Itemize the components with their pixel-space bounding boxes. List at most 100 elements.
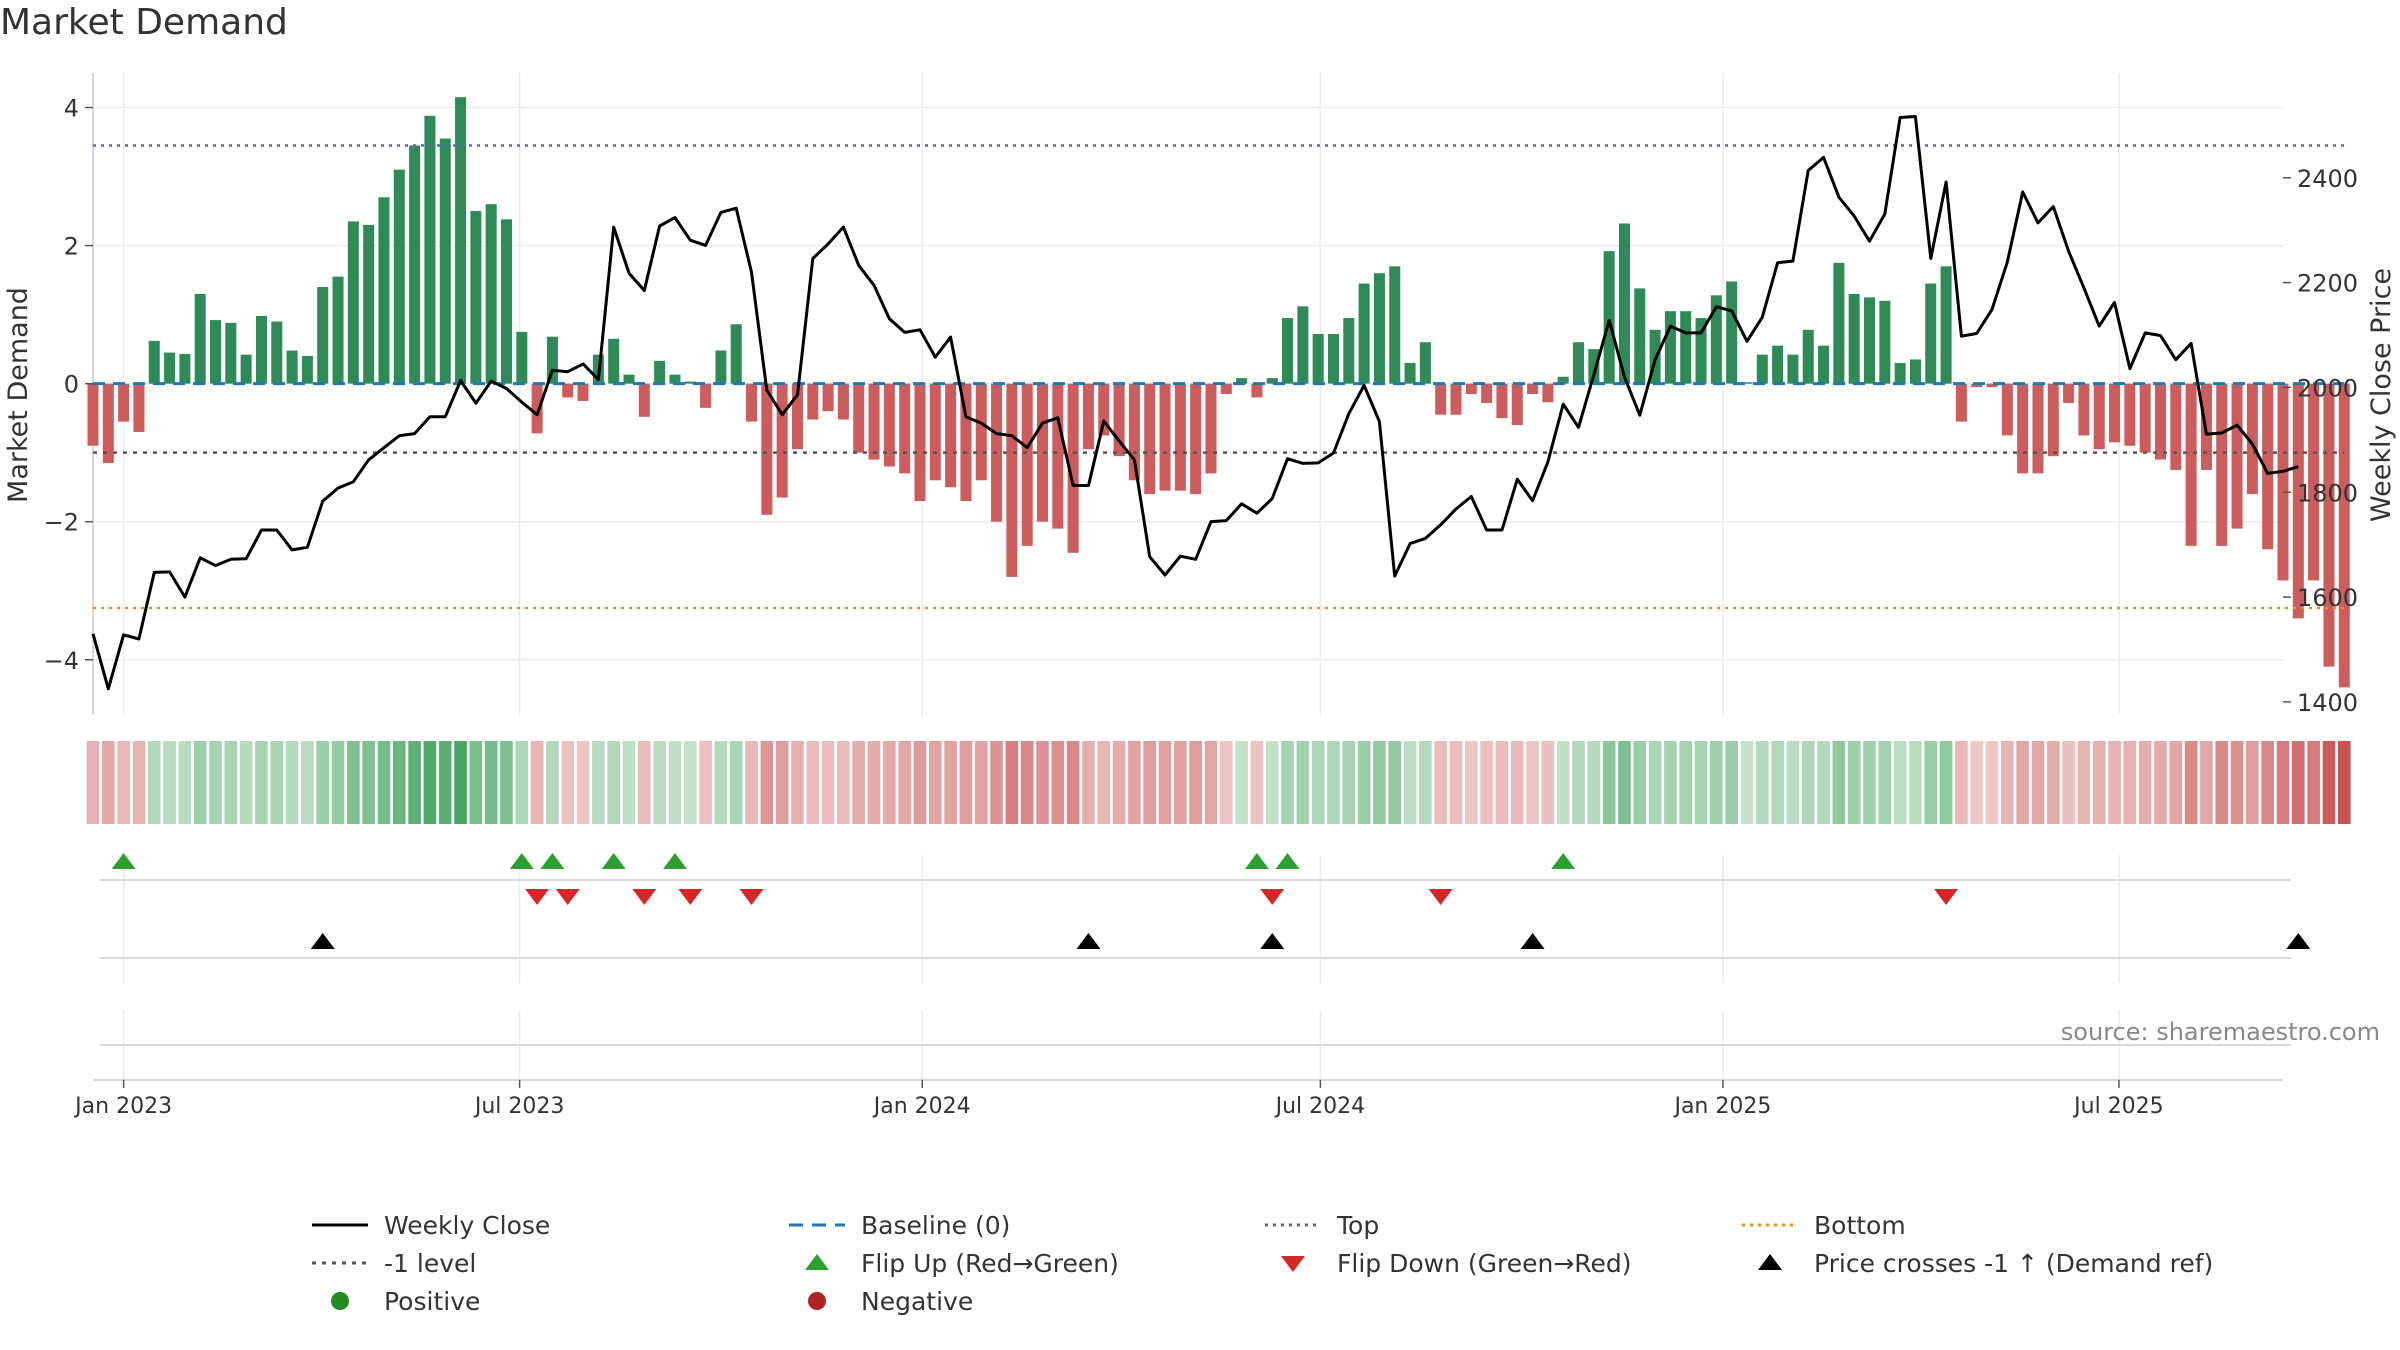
- flip-up-marker: [1244, 853, 1269, 869]
- demand-bar: [1710, 295, 1722, 384]
- line-swatch-icon: [312, 1223, 368, 1227]
- legend-item-flip-down: Flip Down (Green→Red): [1263, 1244, 1632, 1282]
- heat-strip-cell: [2046, 741, 2060, 824]
- heat-strip-cell: [1924, 741, 1938, 824]
- flip-down-marker: [525, 889, 550, 905]
- heat-strip-cell: [1419, 741, 1432, 824]
- heat-strip-cell: [1893, 741, 1907, 824]
- demand-bar: [868, 383, 880, 460]
- demand-bar: [470, 211, 482, 384]
- heat-strip-cell: [638, 741, 651, 824]
- heat-strip-cell: [102, 741, 115, 824]
- heat-strip-cell: [1174, 741, 1187, 824]
- x-tick-label: Jul 2025: [2072, 1094, 2164, 1119]
- heat-strip-cell: [1587, 741, 1601, 824]
- heat-strip-cell: [347, 741, 360, 824]
- heat-strip-cell: [132, 741, 146, 824]
- x-tick-label: Jul 2024: [1274, 1094, 1366, 1119]
- demand-bar: [1327, 333, 1340, 384]
- demand-bar: [1159, 383, 1171, 491]
- demand-bar: [1496, 383, 1508, 419]
- demand-bar: [761, 383, 773, 515]
- legend-label: Flip Down (Green→Red): [1337, 1248, 1632, 1278]
- demand-bar: [883, 383, 895, 467]
- demand-bar: [255, 315, 267, 384]
- heat-strip-cell: [2230, 741, 2244, 824]
- demand-bar: [2231, 383, 2243, 529]
- heat-strip-cell: [469, 741, 483, 824]
- demand-bar: [210, 320, 222, 384]
- y-tick-label-left: 4: [64, 95, 79, 123]
- y-tick-label-right: 2200: [2297, 270, 2358, 298]
- heat-strip-cell: [377, 741, 391, 824]
- heat-strip-cell: [1909, 741, 1922, 824]
- demand-bar: [2017, 383, 2029, 474]
- heat-strip-cell: [990, 741, 1003, 824]
- demand-bar: [1282, 318, 1294, 384]
- heat-strip-cell: [1510, 741, 1524, 824]
- demand-bar: [2032, 383, 2044, 474]
- heat-strip-cell: [1740, 741, 1754, 824]
- demand-bar: [1818, 345, 1830, 384]
- demand-bar: [1879, 300, 1891, 384]
- legend-label: Bottom: [1814, 1210, 1906, 1240]
- dotted-line-swatch-icon: [312, 1261, 368, 1265]
- legend-label: Price crosses -1 ↑ (Demand ref): [1814, 1248, 2214, 1278]
- heat-strip-cell: [714, 741, 728, 824]
- heat-strip-cell: [1357, 741, 1371, 824]
- demand-bar: [2109, 383, 2121, 443]
- demand-bar: [439, 138, 451, 384]
- price-cross-marker: [1076, 933, 1101, 949]
- heat-strip-cell: [500, 741, 513, 824]
- heat-strip-cell: [1664, 741, 1677, 824]
- heat-strip-cell: [1281, 741, 1294, 824]
- demand-bar: [1389, 266, 1401, 384]
- demand-bar: [914, 383, 926, 501]
- heat-strip-cell: [163, 741, 176, 824]
- heat-strip-cell: [1112, 741, 1126, 824]
- heat-strip-cell: [1342, 741, 1356, 824]
- heat-strip-cell: [2322, 741, 2336, 824]
- legend-item-minus1: -1 level: [310, 1244, 476, 1282]
- heat-strip-cell: [1970, 741, 1984, 824]
- heat-strip-cell: [1158, 741, 1172, 824]
- weekly-close-line: [91, 115, 2299, 691]
- demand-bar: [1082, 383, 1094, 450]
- demand-bar: [347, 221, 359, 384]
- heat-strip-cell: [2062, 741, 2075, 824]
- heat-strip-cell: [270, 741, 284, 824]
- heat-strip-cell: [883, 741, 896, 824]
- flip-up-marker: [1275, 853, 1300, 869]
- demand-bar: [1588, 349, 1600, 384]
- heat-strip-cell: [2276, 741, 2290, 824]
- heat-strip-cell: [1373, 741, 1386, 824]
- y-tick-label-right: 2000: [2297, 374, 2358, 402]
- heat-strip-cell: [837, 741, 850, 824]
- heat-strip-cell: [1648, 741, 1662, 824]
- heat-strip-cell: [2077, 741, 2091, 824]
- heat-strip-cell: [1066, 741, 1080, 824]
- x-tick-label: Jan 2025: [1672, 1094, 1771, 1119]
- demand-bar: [1909, 359, 1921, 384]
- demand-bar: [791, 383, 803, 450]
- demand-bar: [1863, 297, 1876, 384]
- heat-strip-cell: [607, 741, 621, 824]
- heat-strip-cell: [316, 741, 330, 824]
- demand-bar: [700, 383, 712, 408]
- heat-strip-cell: [944, 741, 957, 824]
- heat-strip-cell: [1403, 741, 1417, 824]
- y-tick-label-right: 1600: [2297, 584, 2358, 612]
- demand-bar: [1404, 362, 1416, 384]
- legend-label: Weekly Close: [384, 1210, 551, 1240]
- demand-bar: [929, 383, 941, 481]
- demand-bar: [1802, 329, 1814, 384]
- demand-bar: [1067, 383, 1079, 553]
- demand-bar: [1772, 345, 1784, 384]
- heat-strip-cell: [2200, 741, 2213, 824]
- circle-icon: [331, 1292, 349, 1310]
- demand-bar: [960, 383, 972, 501]
- heat-strip-cell: [1204, 741, 1218, 824]
- demand-bar: [1940, 266, 1952, 384]
- demand-bar: [363, 224, 375, 384]
- demand-bar: [899, 383, 911, 474]
